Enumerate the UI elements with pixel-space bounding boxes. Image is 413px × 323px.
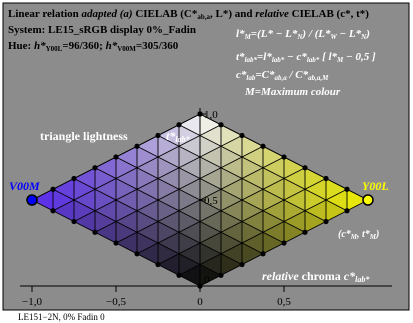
- right-mark: [218, 272, 224, 278]
- left-mark: [92, 165, 98, 171]
- left-grid-line: [178, 124, 201, 136]
- right-mark: [344, 208, 350, 214]
- x-ticks: −1,0 −0,5 0 0,5: [22, 286, 291, 308]
- right-mark: [302, 229, 308, 235]
- left-mark: [176, 122, 182, 128]
- right-grid-line: [199, 199, 285, 244]
- right-mark: [281, 154, 287, 160]
- left-grid-line: [94, 167, 201, 222]
- right-grid-line: [199, 188, 348, 265]
- right-grid-line: [199, 264, 222, 276]
- right-mark: [281, 240, 287, 246]
- formula-m: M=Maximum colour: [244, 86, 341, 98]
- x-tick-label: 0: [197, 296, 203, 308]
- left-grid-line: [178, 264, 201, 276]
- right-grid-line: [199, 135, 348, 212]
- right-mark: [323, 175, 329, 182]
- left-mark: [134, 143, 140, 149]
- left-end-circle: [26, 194, 38, 206]
- left-mark: [113, 240, 119, 246]
- right-mark: [218, 122, 224, 128]
- right-grid-line: [199, 178, 306, 233]
- right-mark: [260, 143, 266, 149]
- left-grid-line: [115, 199, 201, 244]
- chroma-label: relative chroma c*lab*: [262, 269, 370, 284]
- left-grid-line: [52, 188, 201, 265]
- right-grid-line: [199, 167, 306, 222]
- formula-lM: l*M=(L* − L*N) / (L*W − L*N): [236, 28, 370, 41]
- left-grid-line: [136, 221, 201, 255]
- left-mark: [176, 272, 182, 278]
- right-mark: [323, 218, 329, 225]
- left-grid-line: [94, 178, 201, 233]
- left-mark: [155, 261, 161, 268]
- right-end-circle: [362, 194, 374, 206]
- right-mark: [344, 186, 350, 192]
- frame: [2, 2, 410, 311]
- right-grid-line: [199, 124, 222, 136]
- right-mark: [260, 251, 266, 257]
- t-axis-label: t*lab*: [166, 129, 191, 144]
- right-grid-line: [199, 145, 264, 179]
- formula-t: t*lab*=l*lab* − c*lab* [ l*M − 0,5 ]: [236, 51, 376, 64]
- left-grid-line: [157, 242, 201, 265]
- header-title: Linear relation adapted (a) CIELAB (C*ab…: [8, 8, 369, 21]
- right-mark: [239, 132, 245, 139]
- x-tick-label: −1,0: [22, 296, 42, 308]
- left-mark: [50, 186, 56, 192]
- left-mark: [92, 229, 98, 235]
- right-end-label: Y00L: [362, 179, 389, 193]
- colour-patches: [31, 113, 369, 287]
- right-grid-line: [199, 242, 243, 265]
- x-tick-label: −0,5: [106, 296, 126, 308]
- right-mark: [302, 165, 308, 171]
- left-grid-line: [73, 156, 201, 222]
- right-grid-line: [199, 221, 264, 255]
- y-tick-label: 0: [204, 274, 210, 286]
- x-tick-label: 0,5: [277, 296, 291, 308]
- left-mark: [134, 251, 140, 257]
- left-mark: [155, 132, 161, 139]
- left-end-label: V00M: [9, 179, 40, 193]
- y-tick-label: 0,5: [204, 195, 218, 207]
- right-grid-line: [199, 156, 327, 222]
- y-tick-label: 1,0: [204, 109, 218, 121]
- triangle-lightness-label: triangle lightness: [40, 129, 128, 143]
- left-grid-line: [52, 135, 201, 212]
- left-grid-line: [136, 145, 201, 179]
- right-mark: [239, 261, 245, 268]
- left-mark: [113, 154, 119, 160]
- header-hue: Hue: h*Y00L=96/360; h*V00M=305/360: [8, 40, 179, 53]
- y-ticks: 1,0 0,5 0: [200, 109, 218, 287]
- footer-label: LE151−2N, 0% Fadin 0: [18, 312, 105, 322]
- left-mark: [71, 175, 77, 182]
- left-mark: [71, 218, 77, 225]
- cM-label: (c*M, t*M): [338, 229, 379, 241]
- formula-c: c*lab=C*ab,a / C*ab,a,M: [236, 69, 329, 82]
- header-system: System: LE15_sRGB display 0%_Fadin: [8, 24, 196, 36]
- left-mark: [50, 208, 56, 214]
